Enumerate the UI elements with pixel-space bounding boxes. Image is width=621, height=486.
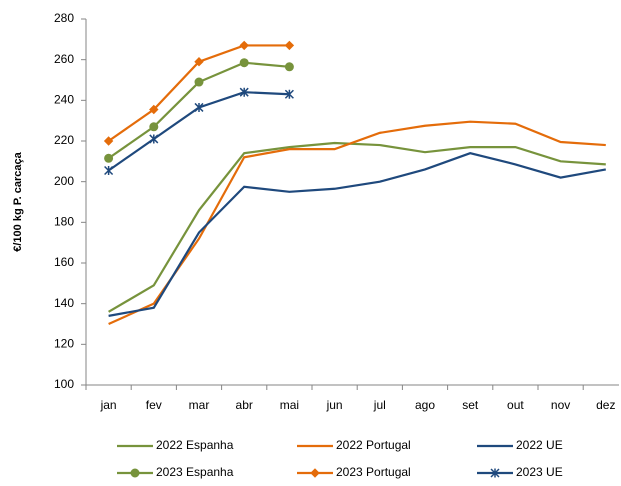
point bbox=[284, 40, 295, 51]
x-tick-label: fev bbox=[146, 398, 162, 412]
legend-label: 2023 Espanha bbox=[156, 465, 234, 479]
point bbox=[310, 468, 320, 478]
x-tick-label: out bbox=[507, 398, 524, 412]
y-tick-label: 100 bbox=[54, 377, 74, 391]
point bbox=[104, 153, 114, 163]
point bbox=[104, 165, 114, 176]
x-tick-label: jul bbox=[373, 398, 386, 412]
x-tick-label: dez bbox=[596, 398, 615, 412]
y-axis-label: €/100 kg P. carcaça bbox=[12, 151, 24, 251]
y-tick-label: 280 bbox=[54, 11, 74, 25]
point bbox=[149, 134, 159, 144]
y-tick-label: 180 bbox=[54, 215, 74, 229]
x-tick-label: jun bbox=[326, 398, 343, 412]
series-line bbox=[108, 152, 606, 317]
point bbox=[239, 58, 249, 68]
point bbox=[130, 468, 140, 478]
point bbox=[103, 136, 114, 146]
x-tick-label: jan bbox=[100, 398, 117, 412]
y-tick-label: 120 bbox=[54, 337, 74, 351]
y-tick-label: 200 bbox=[54, 174, 74, 188]
y-tick-label: 220 bbox=[54, 133, 74, 147]
point bbox=[149, 104, 159, 115]
x-tick-label: abr bbox=[236, 398, 253, 412]
x-tick-label: mar bbox=[189, 398, 210, 412]
point bbox=[239, 40, 249, 51]
x-tick-label: set bbox=[462, 398, 479, 412]
legend-label: 2023 UE bbox=[516, 465, 563, 479]
legend-label: 2022 Espanha bbox=[156, 438, 234, 452]
point bbox=[490, 468, 500, 478]
x-tick-label: mai bbox=[280, 398, 299, 412]
y-tick-label: 160 bbox=[54, 255, 74, 269]
point bbox=[194, 56, 204, 67]
series-line bbox=[108, 120, 606, 326]
point bbox=[194, 77, 204, 87]
y-tick-label: 140 bbox=[54, 296, 74, 310]
legend-label: 2022 Portugal bbox=[336, 438, 411, 452]
x-tick-label: nov bbox=[551, 398, 570, 412]
y-tick-label: 240 bbox=[54, 93, 74, 107]
point bbox=[194, 102, 204, 112]
y-tick-label: 260 bbox=[54, 52, 74, 66]
legend-label: 2023 Portugal bbox=[336, 465, 411, 479]
point bbox=[284, 62, 294, 72]
point bbox=[149, 122, 159, 132]
point bbox=[284, 89, 294, 99]
x-tick-label: ago bbox=[415, 398, 435, 412]
series-line bbox=[108, 141, 606, 313]
legend-label: 2022 UE bbox=[516, 438, 563, 452]
point bbox=[239, 87, 249, 97]
